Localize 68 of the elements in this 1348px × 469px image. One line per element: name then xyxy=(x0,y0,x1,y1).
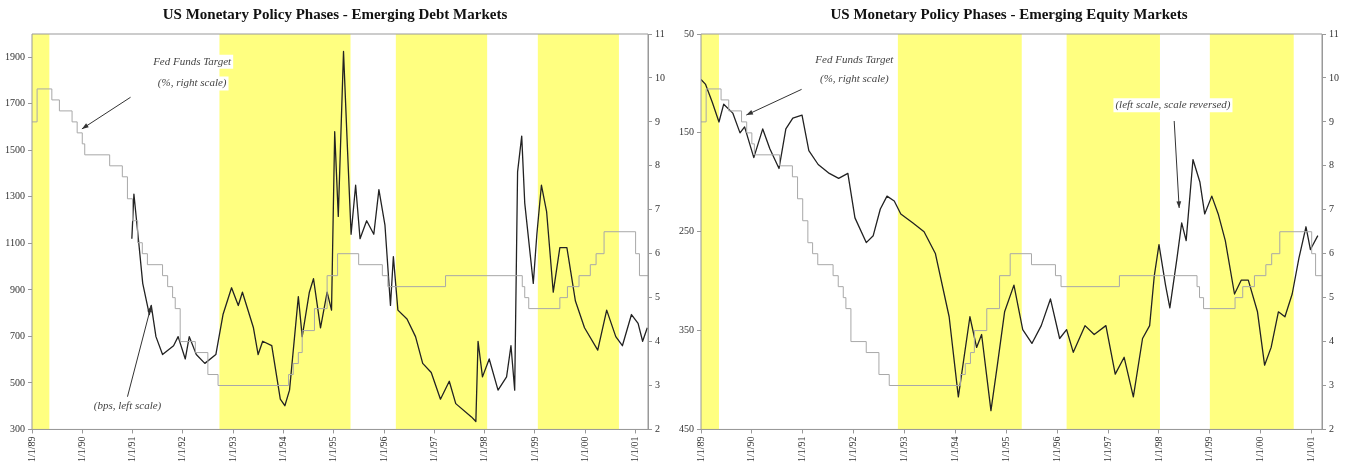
x-tick-label: 1/1/93 xyxy=(898,436,910,463)
x-tick-label: 1/1/89 xyxy=(25,436,37,463)
x-tick-label: 1/1/98 xyxy=(478,436,490,463)
y2-tick-label: 6 xyxy=(1329,247,1334,259)
y2-tick-label: 9 xyxy=(655,115,660,127)
y2-tick-label: 5 xyxy=(655,291,660,303)
y2-tick-label: 7 xyxy=(655,203,660,215)
x-tick-label: 1/1/91 xyxy=(796,436,808,463)
y2-tick-label: 10 xyxy=(1329,71,1339,83)
x-tick-label: 1/1/95 xyxy=(999,436,1011,463)
y-tick-label: 500 xyxy=(10,376,25,388)
x-tick-label: 1/1/97 xyxy=(1101,436,1113,463)
x-tick-label: 1/1/90 xyxy=(745,436,757,463)
y2-tick-label: 10 xyxy=(655,71,665,83)
x-tick-label: 1/1/01 xyxy=(1305,436,1317,463)
y2-tick-label: 3 xyxy=(1329,379,1334,391)
x-tick-label: 1/1/96 xyxy=(377,436,389,463)
y-tick-label: 1900 xyxy=(5,50,25,62)
y2-tick-label: 8 xyxy=(1329,159,1334,171)
y-tick-label: 450 xyxy=(679,423,694,435)
y-tick-label: 350 xyxy=(679,324,694,336)
y2-tick-label: 4 xyxy=(655,335,660,347)
annotation: Fed Funds Target xyxy=(814,52,895,65)
x-tick-label: 1/1/99 xyxy=(528,436,540,463)
y2-tick-label: 2 xyxy=(655,423,660,435)
y-tick-label: 50 xyxy=(684,27,694,39)
x-tick-label: 1/1/92 xyxy=(176,436,188,463)
x-tick-label: 1/1/94 xyxy=(949,436,961,463)
y-tick-label: 700 xyxy=(10,330,25,342)
y2-tick-label: 3 xyxy=(655,379,660,391)
y-tick-label: 150 xyxy=(679,126,694,138)
y-tick-label: 1500 xyxy=(5,143,25,155)
y2-tick-label: 2 xyxy=(1329,423,1334,435)
y2-tick-label: 8 xyxy=(655,159,660,171)
y2-tick-label: 11 xyxy=(1329,27,1339,39)
x-tick-label: 1/1/89 xyxy=(694,436,706,463)
x-tick-label: 1/1/94 xyxy=(277,436,289,463)
x-tick-label: 1/1/99 xyxy=(1203,436,1215,463)
annotation: (left scale, scale reversed) xyxy=(1115,98,1231,112)
x-tick-label: 1/1/01 xyxy=(629,436,641,463)
y-tick-label: 1300 xyxy=(5,190,25,202)
x-tick-label: 1/1/93 xyxy=(226,436,238,463)
chart-title: US Monetary Policy Phases - Emerging Equity Markets xyxy=(830,5,1188,22)
y2-tick-label: 5 xyxy=(1329,291,1334,303)
y-tick-label: 250 xyxy=(679,225,694,237)
x-tick-label: 1/1/00 xyxy=(1254,436,1266,463)
x-tick-label: 1/1/91 xyxy=(126,436,138,463)
y2-tick-label: 7 xyxy=(1329,203,1334,215)
y2-tick-label: 4 xyxy=(1329,335,1334,347)
chart-title: US Monetary Policy Phases - Emerging Debt Markets xyxy=(162,5,508,22)
y2-tick-label: 6 xyxy=(655,247,660,259)
x-tick-label: 1/1/00 xyxy=(578,436,590,463)
annotation: (bps, left scale) xyxy=(93,398,162,412)
y-tick-label: 1100 xyxy=(5,236,25,248)
annotation: (%, right scale) xyxy=(820,71,890,85)
annotation: (%, right scale) xyxy=(157,76,227,90)
y-tick-label: 900 xyxy=(10,283,25,295)
x-tick-label: 1/1/95 xyxy=(327,436,339,463)
x-tick-label: 1/1/96 xyxy=(1050,436,1062,463)
y-tick-label: 1700 xyxy=(5,97,25,109)
x-tick-label: 1/1/97 xyxy=(428,436,440,463)
y2-tick-label: 11 xyxy=(655,27,665,39)
y-tick-label: 300 xyxy=(10,423,25,435)
x-tick-label: 1/1/92 xyxy=(847,436,859,463)
x-tick-label: 1/1/98 xyxy=(1152,436,1164,463)
x-tick-label: 1/1/90 xyxy=(75,436,87,463)
annotation: Fed Funds Target xyxy=(152,54,233,67)
y2-tick-label: 9 xyxy=(1329,115,1334,127)
